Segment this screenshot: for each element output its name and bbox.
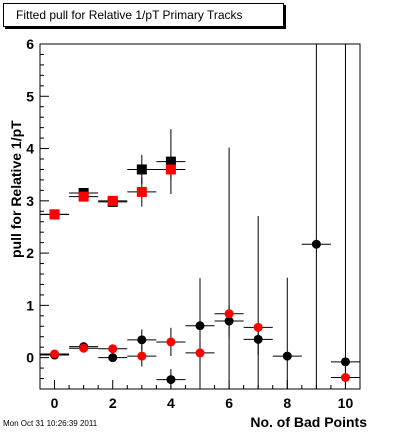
y-tick-label: 6 bbox=[26, 36, 34, 52]
square-marker bbox=[136, 186, 147, 197]
y-axis-title: pull for Relative 1/pT bbox=[8, 120, 24, 258]
data-point bbox=[98, 195, 128, 206]
circle-marker bbox=[311, 239, 321, 249]
data-point bbox=[156, 327, 186, 357]
data-point bbox=[185, 278, 215, 389]
data-point bbox=[214, 147, 244, 389]
x-axis-title: No. of Bad Points bbox=[250, 414, 367, 430]
x-tick-label: 8 bbox=[283, 395, 291, 411]
data-point bbox=[330, 44, 360, 389]
x-tick-label: 4 bbox=[167, 395, 175, 411]
circle-marker bbox=[108, 353, 118, 363]
x-tick-label: 10 bbox=[338, 395, 354, 411]
x-tick-label: 2 bbox=[109, 395, 117, 411]
data-point bbox=[156, 369, 186, 389]
chart-title: Fitted pull for Relative 1/pT Primary Tr… bbox=[16, 8, 243, 22]
data-point bbox=[98, 353, 128, 363]
data-point bbox=[127, 329, 157, 351]
square-marker bbox=[49, 209, 60, 220]
circle-marker bbox=[195, 348, 205, 358]
circle-marker bbox=[282, 351, 292, 361]
data-point bbox=[127, 345, 157, 367]
circle-marker bbox=[108, 344, 118, 354]
timestamp: Mon Oct 31 10:26:39 2011 bbox=[3, 419, 98, 428]
square-marker bbox=[107, 195, 118, 206]
square-marker bbox=[78, 191, 89, 202]
y-tick-label: 0 bbox=[26, 350, 34, 366]
circle-marker bbox=[79, 343, 89, 353]
circle-marker bbox=[224, 309, 234, 319]
circle-marker bbox=[253, 322, 263, 332]
x-tick-label: 6 bbox=[225, 395, 233, 411]
data-marks bbox=[40, 44, 360, 389]
y-tick-label: 2 bbox=[26, 245, 34, 261]
chart-title-box: Fitted pull for Relative 1/pT Primary Tr… bbox=[3, 3, 284, 27]
circle-marker bbox=[50, 349, 60, 359]
y-tick-label: 3 bbox=[26, 193, 34, 209]
data-point bbox=[69, 191, 99, 202]
circle-marker bbox=[137, 335, 147, 345]
data-point bbox=[40, 349, 70, 359]
data-point bbox=[127, 177, 157, 207]
data-point bbox=[330, 367, 360, 388]
y-tick-label: 1 bbox=[26, 297, 34, 313]
data-point bbox=[272, 277, 302, 389]
square-marker bbox=[136, 164, 147, 175]
data-point bbox=[69, 343, 99, 353]
circle-marker bbox=[340, 373, 350, 382]
data-point bbox=[243, 215, 273, 389]
circle-marker bbox=[340, 357, 350, 367]
axes: 0 2 4 6 8 10 0 1 2 3 4 5 6 bbox=[26, 36, 361, 411]
data-point bbox=[301, 44, 331, 389]
data-point bbox=[40, 209, 70, 220]
y-tick-label: 5 bbox=[26, 88, 34, 104]
square-marker bbox=[165, 164, 176, 175]
circle-marker bbox=[166, 337, 176, 347]
circle-marker bbox=[137, 351, 147, 361]
circle-marker bbox=[166, 375, 176, 385]
data-point bbox=[98, 344, 128, 354]
x-tick-label: 0 bbox=[51, 395, 59, 411]
data-point bbox=[156, 159, 186, 180]
y-tick-label: 4 bbox=[26, 141, 34, 157]
